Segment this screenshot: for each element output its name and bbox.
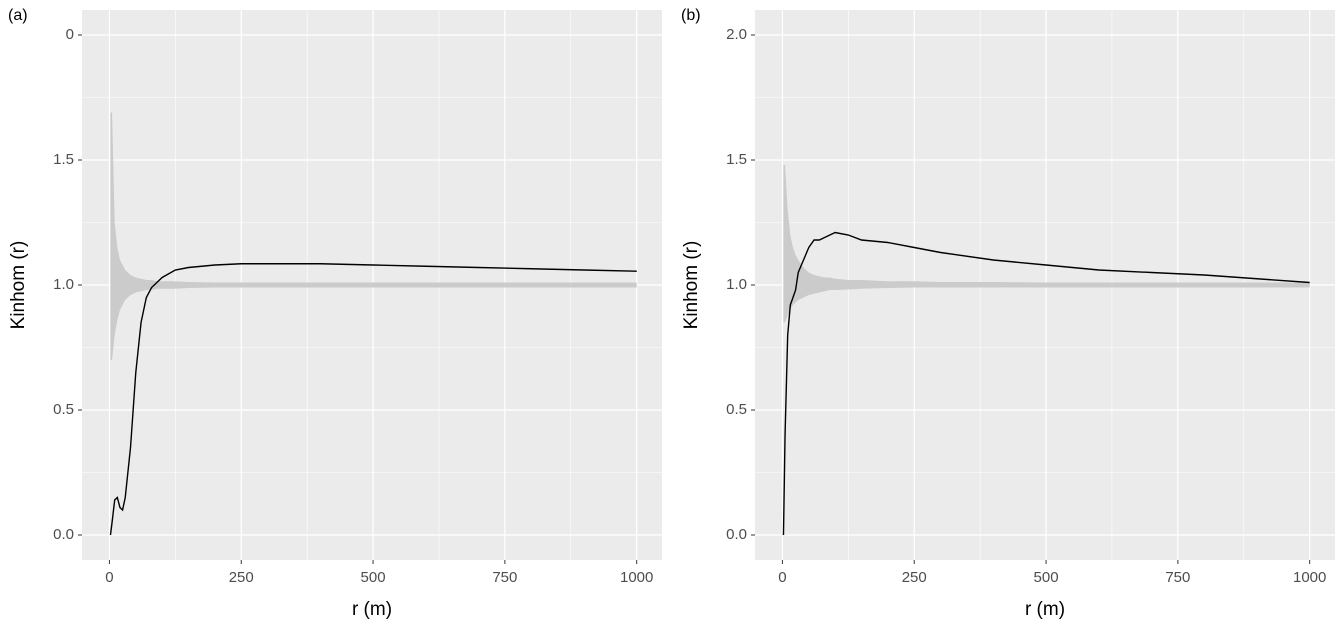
x-tick-label: 0 xyxy=(778,569,786,586)
x-tick-label: 750 xyxy=(492,569,517,586)
x-tick-label: 500 xyxy=(1034,569,1059,586)
panel-label: (a) xyxy=(8,7,28,24)
panel-label: (b) xyxy=(681,7,701,24)
y-tick-label: 1.5 xyxy=(726,151,747,168)
x-tick-label: 0 xyxy=(105,569,113,586)
y-tick-label: 0.0 xyxy=(53,526,74,543)
y-tick-label: 1.0 xyxy=(53,276,74,293)
line xyxy=(782,231,1310,536)
x-tick-label: 500 xyxy=(361,569,386,586)
x-axis-title: r (m) xyxy=(352,599,392,620)
y-tick-label: 1.5 xyxy=(53,151,74,168)
y-axis-title: Kinhom (r) xyxy=(681,241,702,330)
y-tick-label: 0.0 xyxy=(726,526,747,543)
y-tick-label: 0 xyxy=(66,26,74,43)
y-axis-title: Kinhom (r) xyxy=(8,241,29,330)
y-tick-label: 0.5 xyxy=(726,401,747,418)
line xyxy=(109,263,637,536)
y-tick-label: 2.0 xyxy=(726,26,747,43)
x-tick-label: 750 xyxy=(1165,569,1190,586)
x-tick-label: 250 xyxy=(902,569,927,586)
x-tick-label: 1000 xyxy=(1293,569,1326,586)
y-tick-label: 0.5 xyxy=(53,401,74,418)
x-axis-title: r (m) xyxy=(1025,599,1065,620)
x-tick-label: 1000 xyxy=(620,569,653,586)
envelope xyxy=(783,165,1310,323)
y-tick-label: 1.0 xyxy=(726,276,747,293)
x-tick-label: 250 xyxy=(229,569,254,586)
